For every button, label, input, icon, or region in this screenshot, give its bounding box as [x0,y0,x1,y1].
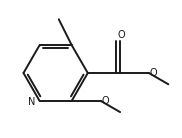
Text: O: O [150,68,157,78]
Text: O: O [118,30,125,40]
Text: N: N [28,97,35,107]
Text: O: O [101,96,109,106]
